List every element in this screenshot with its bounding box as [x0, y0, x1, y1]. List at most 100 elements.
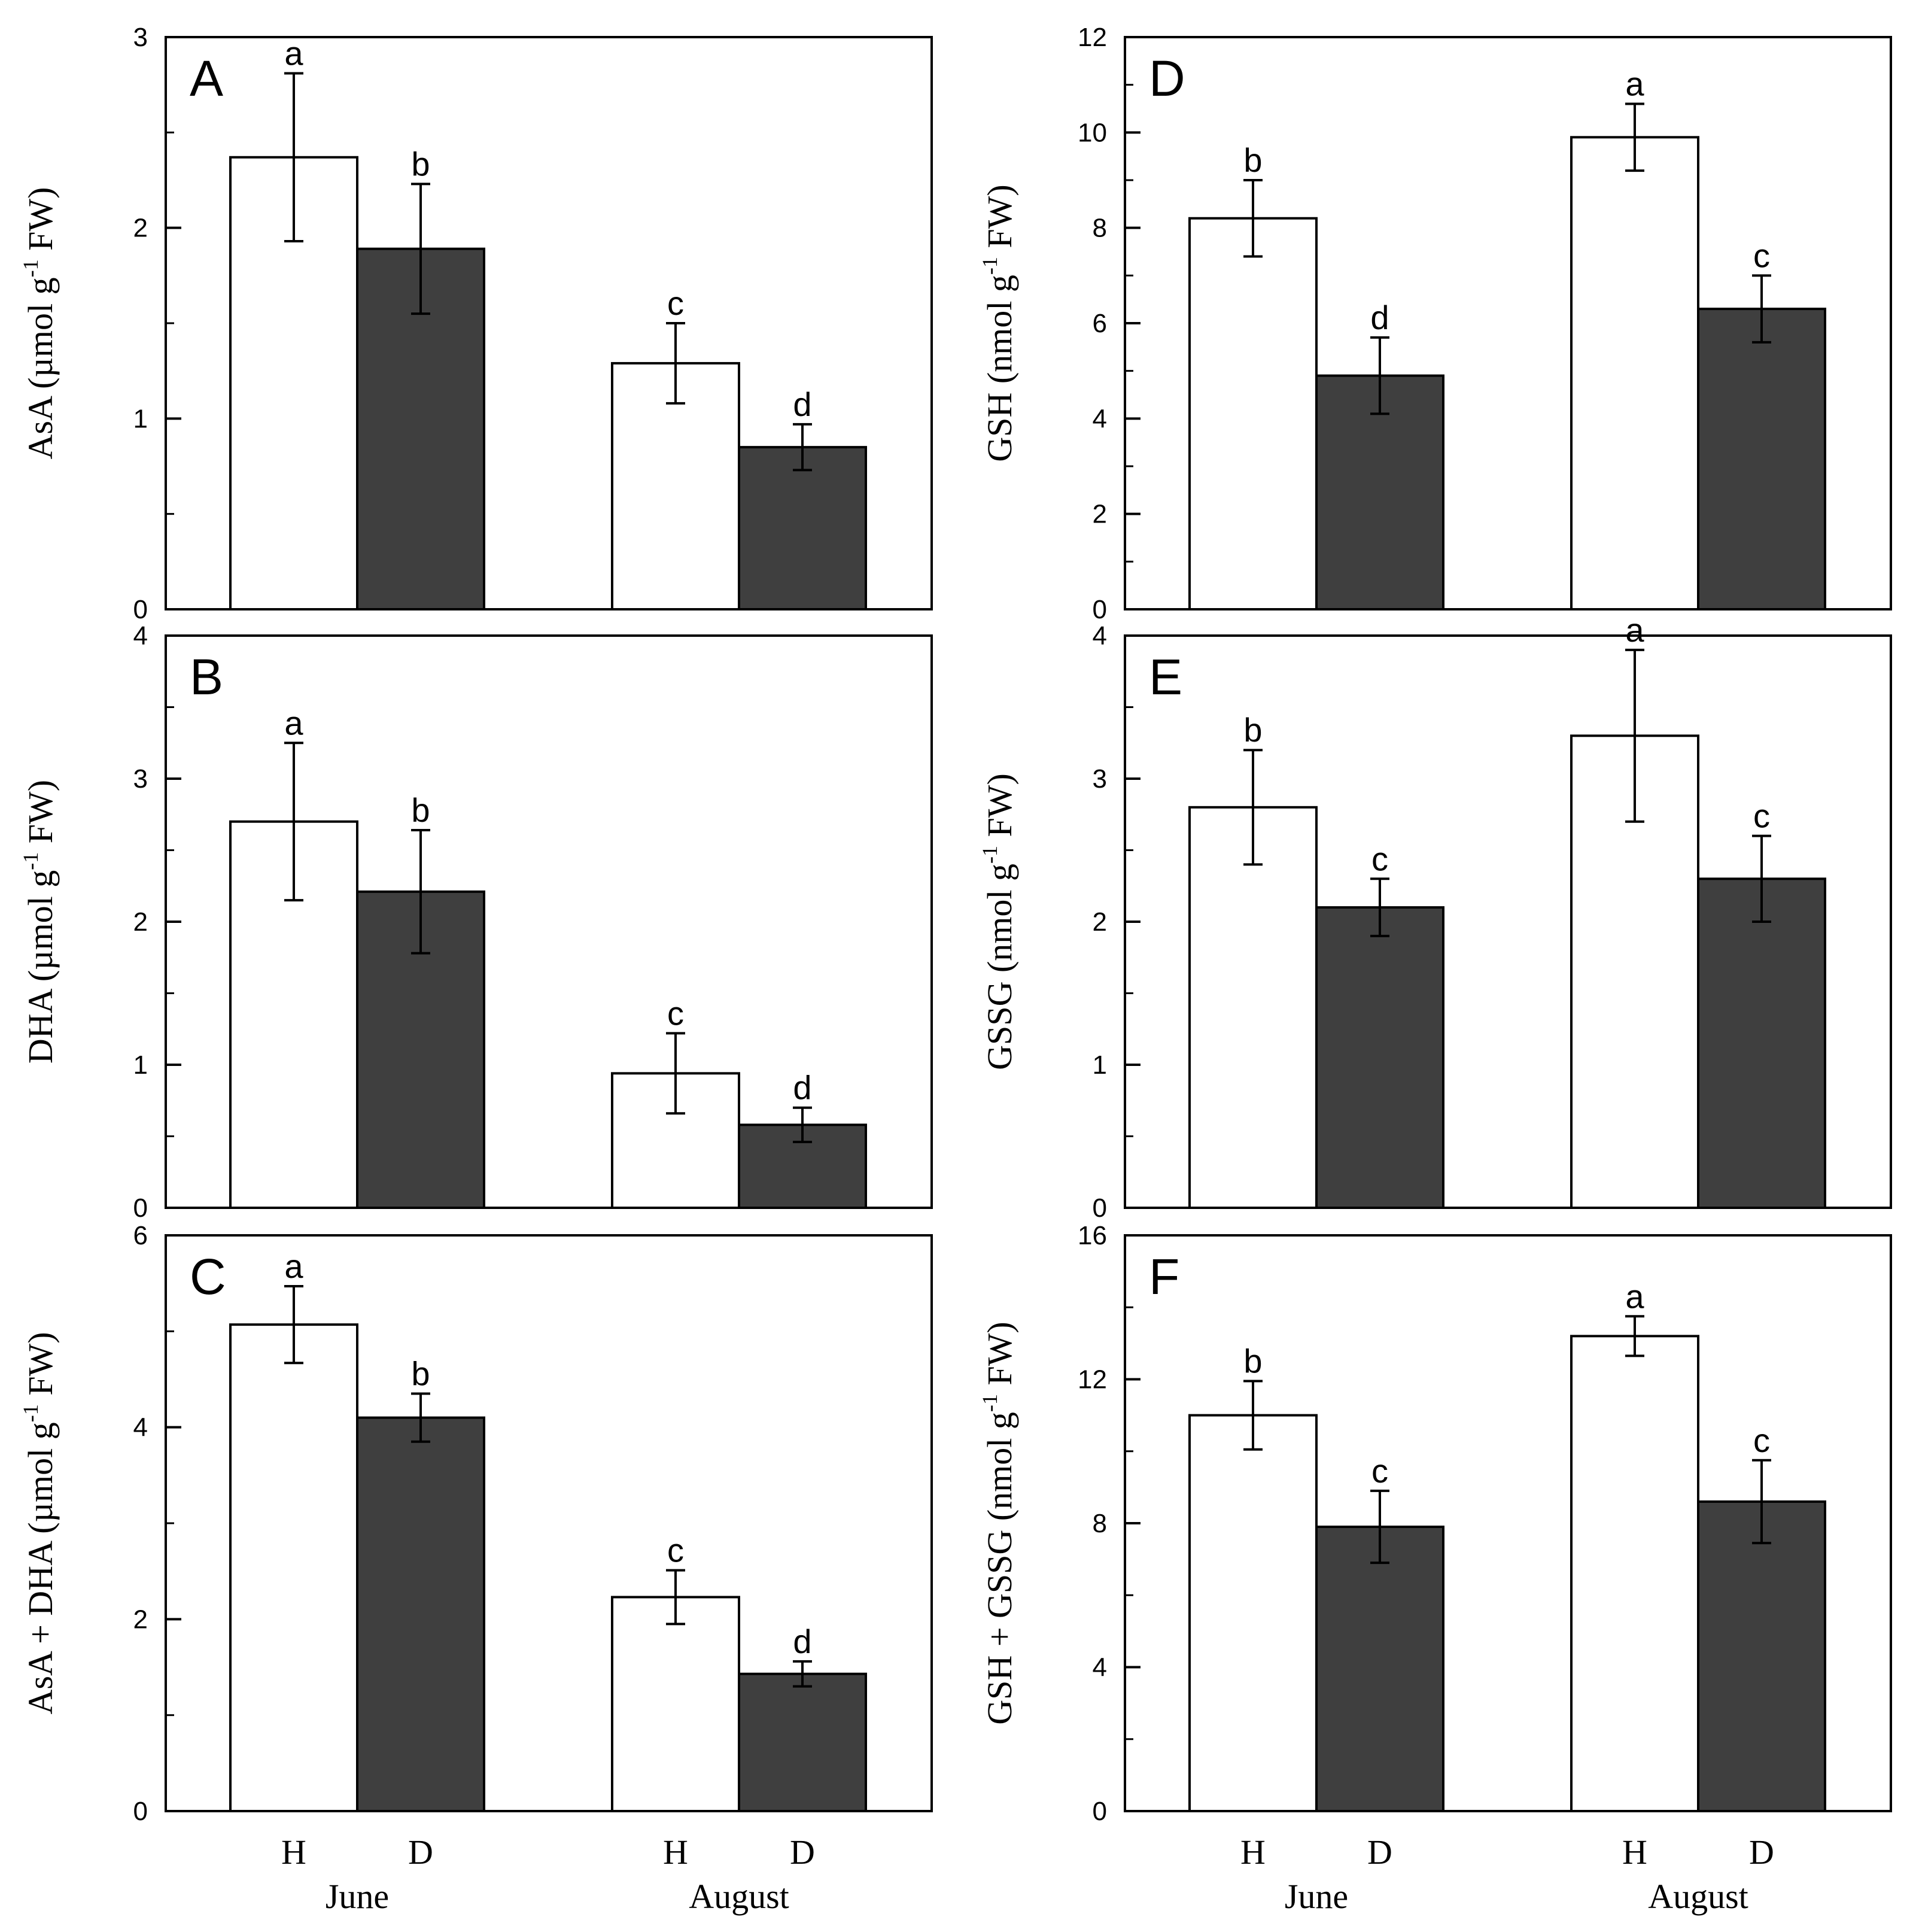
error-bar-f-2 — [1370, 1489, 1389, 1565]
bar-c-3 — [611, 1596, 740, 1813]
y-tick-label: 2 — [133, 907, 148, 937]
sig-letter-f-4: c — [1753, 1421, 1770, 1459]
x-bar-label: D — [408, 1833, 433, 1872]
panel-letter-e: E — [1149, 649, 1182, 705]
error-bar-e-2 — [1370, 877, 1389, 937]
bar-f-2 — [1315, 1526, 1444, 1812]
panel-letter-c: C — [190, 1248, 226, 1305]
sig-letter-d-2: d — [1370, 299, 1389, 336]
y-tick-label: 4 — [133, 1413, 148, 1442]
x-bar-label: H — [663, 1833, 688, 1872]
y-tick-label: 0 — [1093, 595, 1107, 624]
panel-f: b c a c 0 4 8 12 16 F GSH + GSSG (nmol g-1 FW) — [978, 1221, 1892, 1826]
y-tick-label: 4 — [133, 621, 148, 651]
y-tick-label: 3 — [133, 764, 148, 794]
y-axis-label-f: GSH + GSSG (nmol g-1 FW) — [978, 1322, 1019, 1724]
panel-letter-b: B — [190, 649, 223, 705]
x-bar-label: H — [281, 1833, 306, 1872]
panel-c: a b c d 0 2 4 6 C AsA + DHA (µmol g-1 FW) — [19, 1221, 933, 1826]
error-bar-e-1 — [1243, 749, 1263, 866]
sig-letter-e-1: b — [1243, 711, 1262, 749]
sig-letter-e-4: c — [1753, 797, 1770, 835]
error-bar-f-4 — [1752, 1459, 1771, 1545]
y-tick-label: 1 — [133, 404, 148, 433]
error-bar-c-2 — [411, 1392, 430, 1443]
error-bar-c-3 — [666, 1569, 685, 1626]
error-bar-c-4 — [793, 1660, 812, 1688]
x-bar-label: H — [1240, 1833, 1266, 1872]
y-tick-label: 3 — [133, 23, 148, 52]
y-tick-label: 10 — [1078, 118, 1107, 147]
y-axis-label-c: AsA + DHA (µmol g-1 FW) — [19, 1332, 60, 1714]
bar-d-3 — [1570, 136, 1699, 611]
x-axis-labels-c: H D H D June August — [281, 1833, 815, 1916]
bar-e-1 — [1188, 806, 1318, 1210]
y-tick-label: 3 — [1093, 764, 1107, 794]
bar-d-1 — [1188, 217, 1318, 610]
panel-letter-f: F — [1149, 1248, 1179, 1305]
x-group-label: June — [1285, 1877, 1348, 1916]
error-bar-b-4 — [793, 1106, 812, 1144]
y-axis-label-d: GSH (nmol g-1 FW) — [978, 184, 1019, 461]
y-axis-label-a: AsA (µmol g-1 FW) — [19, 187, 60, 460]
error-bar-d-1 — [1243, 179, 1263, 258]
y-tick-label: 8 — [1093, 1509, 1107, 1538]
y-tick-label: 2 — [1093, 907, 1107, 937]
error-bar-a-3 — [666, 322, 685, 405]
sig-letter-f-1: b — [1243, 1342, 1262, 1380]
bar-c-2 — [356, 1416, 485, 1812]
y-tick-label: 4 — [1093, 1653, 1107, 1682]
y-tick-label: 12 — [1078, 23, 1107, 52]
x-group-label: August — [689, 1877, 789, 1916]
panel-letter-a: A — [190, 50, 223, 107]
sig-letter-a-3: c — [667, 284, 684, 322]
y-tick-label: 8 — [1093, 214, 1107, 243]
y-axis-label-e: GSSG (nmol g-1 FW) — [978, 773, 1019, 1070]
error-bar-a-1 — [284, 72, 303, 242]
y-tick-label: 0 — [133, 1193, 148, 1223]
x-axis-labels-f: H D H D June August — [1240, 1833, 1774, 1916]
bar-f-4 — [1697, 1500, 1826, 1813]
x-group-label: June — [326, 1877, 389, 1916]
sig-letter-b-3: c — [667, 994, 684, 1032]
sig-letter-c-2: b — [411, 1355, 430, 1393]
y-tick-label: 0 — [1093, 1193, 1107, 1223]
sig-letter-a-2: b — [411, 145, 430, 183]
y-tick-label: 6 — [1093, 309, 1107, 338]
panel-a: a b c d 0 1 2 3 A AsA (µmol g-1 FW) — [19, 23, 933, 624]
panel-letter-d: D — [1149, 50, 1185, 107]
bar-c-1 — [229, 1323, 358, 1813]
sig-letter-b-1: a — [284, 704, 303, 742]
sig-letter-f-3: a — [1625, 1277, 1644, 1315]
sig-letter-a-4: d — [793, 385, 811, 423]
error-bar-e-4 — [1752, 834, 1771, 923]
y-tick-label: 2 — [133, 214, 148, 243]
x-bar-label: D — [1367, 1833, 1392, 1872]
y-tick-label: 12 — [1078, 1365, 1107, 1395]
sig-letter-b-2: b — [411, 791, 430, 829]
error-bar-a-2 — [411, 183, 430, 315]
sig-letter-c-3: c — [667, 1532, 684, 1569]
error-bar-b-3 — [666, 1032, 685, 1115]
error-bar-d-3 — [1625, 102, 1644, 172]
y-tick-label: 0 — [133, 1797, 148, 1826]
sig-letter-c-4: d — [793, 1623, 811, 1660]
y-tick-label: 0 — [1093, 1797, 1107, 1826]
sig-letter-a-1: a — [284, 35, 303, 72]
y-tick-label: 4 — [1093, 404, 1107, 433]
sig-letter-e-3: a — [1625, 611, 1644, 649]
y-tick-label: 4 — [1093, 621, 1107, 651]
y-tick-label: 16 — [1078, 1221, 1107, 1250]
error-bar-a-4 — [793, 423, 812, 472]
y-axis-label-b: DHA (µmol g-1 FW) — [19, 780, 60, 1064]
error-bar-b-1 — [284, 742, 303, 902]
y-tick-label: 1 — [1093, 1050, 1107, 1080]
sig-letter-d-1: b — [1243, 141, 1262, 179]
sig-letter-d-4: c — [1753, 236, 1770, 274]
sig-letter-e-2: c — [1371, 840, 1388, 877]
panel-e: b c a c 0 1 2 3 4 E GSSG (nmol g-1 FW) — [978, 611, 1892, 1223]
x-bar-label: D — [1749, 1833, 1774, 1872]
y-tick-label: 2 — [1093, 500, 1107, 529]
bar-d-4 — [1697, 308, 1826, 610]
